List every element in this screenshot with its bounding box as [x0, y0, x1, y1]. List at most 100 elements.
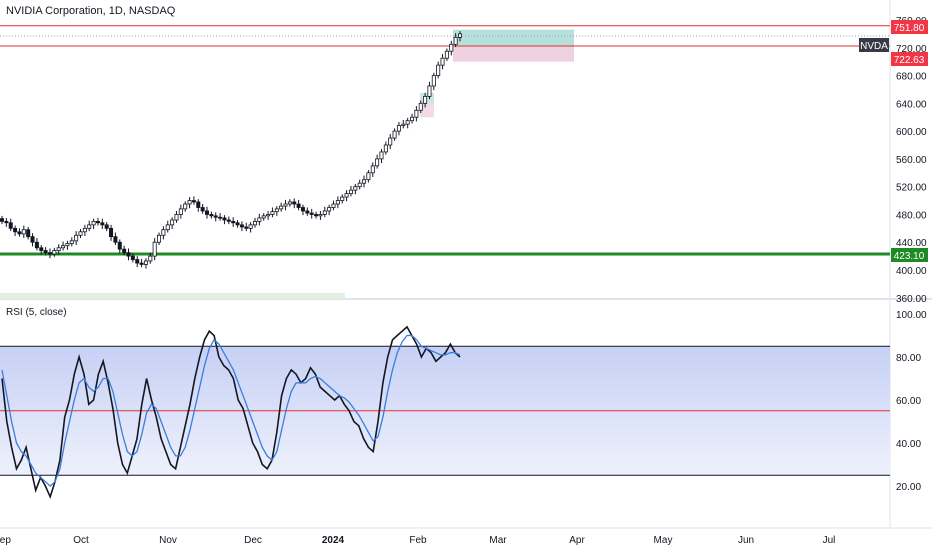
- candle-body-45: [196, 201, 201, 208]
- time-tick-label-3: Dec: [244, 535, 262, 546]
- candle-body-49: [213, 215, 218, 218]
- candle-body-24: [104, 224, 109, 229]
- candle-body-48: [209, 214, 214, 217]
- price-tick-label-1: 720.00: [896, 44, 927, 55]
- price-tick-label-4: 600.00: [896, 127, 927, 138]
- candle-body-68: [296, 203, 301, 208]
- candle-body-58: [252, 220, 257, 226]
- time-tick-label-4: 2024: [322, 535, 345, 546]
- candle-body-98: [427, 85, 432, 97]
- candle-body-16: [69, 240, 74, 245]
- time-tick-label-8: May: [654, 535, 673, 546]
- candle-body-8: [34, 241, 39, 249]
- support-badge: 423.10: [891, 248, 928, 262]
- candle-body-95: [414, 109, 419, 118]
- range-selector-strip[interactable]: [0, 293, 345, 299]
- candle-body-4: [17, 231, 22, 235]
- candle-body-97: [423, 95, 428, 104]
- candle-body-83: [362, 179, 367, 184]
- candle-body-90: [392, 130, 397, 139]
- candle-body-35: [152, 241, 157, 257]
- candle-body-55: [239, 224, 244, 228]
- candle-body-62: [270, 211, 275, 215]
- candle-body-82: [357, 182, 362, 188]
- candle-body-21: [91, 220, 96, 226]
- rsi-tick-label-2: 60.00: [896, 396, 921, 407]
- candle-body-43: [187, 200, 192, 205]
- rsi-tick-label-3: 40.00: [896, 439, 921, 450]
- price-tick-label-2: 680.00: [896, 72, 927, 83]
- time-tick-label-6: Mar: [489, 535, 507, 546]
- candle-body-5: [21, 229, 26, 235]
- rsi-tick-label-0: 100.00: [896, 310, 927, 321]
- price-tick-label-8: 440.00: [896, 238, 927, 249]
- price-tick-label-5: 560.00: [896, 155, 927, 166]
- ticker-badge: NVDA: [859, 38, 889, 52]
- candle-body-12: [52, 250, 57, 255]
- candle-body-102: [444, 50, 449, 59]
- candle-body-7: [30, 236, 35, 243]
- candle-body-3: [13, 227, 18, 233]
- rsi-tick-label-1: 80.00: [896, 353, 921, 364]
- candle-body-105: [457, 33, 462, 38]
- candle-body-70: [305, 210, 310, 214]
- candle-body-41: [178, 208, 183, 215]
- candle-body-53: [231, 220, 236, 224]
- candle-body-54: [235, 222, 240, 226]
- price-tick-label-3: 640.00: [896, 99, 927, 110]
- price-horizontal-lines[interactable]: [0, 25, 890, 256]
- candle-body-22: [95, 220, 100, 224]
- candle-body-11: [47, 252, 52, 255]
- candle-body-59: [257, 217, 262, 222]
- candle-body-34: [148, 255, 153, 262]
- candle-body-9: [39, 247, 44, 251]
- time-tick-label-0: Sep: [0, 535, 11, 546]
- candle-body-69: [300, 207, 305, 212]
- candle-body-101: [440, 57, 445, 66]
- candle-body-13: [56, 247, 61, 251]
- candle-body-76: [331, 203, 336, 208]
- candle-body-79: [344, 193, 349, 198]
- candle-body-50: [218, 216, 223, 219]
- candle-body-81: [353, 186, 358, 191]
- price-tick-label-9: 400.00: [896, 266, 927, 277]
- candle-body-6: [26, 229, 31, 238]
- candle-body-88: [383, 144, 388, 153]
- support-badge-label: 423.10: [894, 251, 925, 262]
- rsi-lines: [1, 325, 461, 500]
- price-zones: [0, 29, 574, 299]
- candle-body-20: [87, 224, 92, 229]
- price-tick-label-6: 520.00: [896, 183, 927, 194]
- candle-body-33: [143, 260, 148, 265]
- price-high-badge-label: 751.80: [894, 23, 925, 34]
- candle-body-52: [226, 219, 231, 222]
- candle-body-17: [74, 234, 79, 242]
- long-position-loss-zone: [453, 45, 574, 62]
- candle-body-60: [261, 215, 266, 219]
- candle-body-30: [130, 255, 135, 260]
- time-tick-label-1: Oct: [73, 535, 89, 546]
- candle-body-42: [183, 203, 188, 210]
- rsi-ma-line: [1, 334, 461, 487]
- candle-body-80: [348, 189, 353, 195]
- candle-body-75: [327, 207, 332, 212]
- price-axis-background: [890, 0, 932, 528]
- candle-body-61: [266, 214, 271, 217]
- candle-body-67: [292, 201, 297, 205]
- candle-body-27: [117, 241, 122, 250]
- candle-body-25: [109, 227, 114, 238]
- candle-body-73: [318, 214, 323, 217]
- candle-body-37: [161, 229, 166, 236]
- price-tick-label-10: 360.00: [896, 294, 927, 305]
- time-tick-label-10: Jul: [823, 535, 836, 546]
- candle-body-89: [388, 137, 393, 146]
- candle-body-86: [375, 158, 380, 167]
- time-tick-label-7: Apr: [569, 535, 585, 546]
- price-low-badge: 722.63: [891, 52, 928, 66]
- candle-body-47: [205, 210, 210, 215]
- candle-body-96: [418, 102, 423, 111]
- candle-body-87: [379, 151, 384, 160]
- candle-body-44: [191, 200, 196, 203]
- long-position-profit-zone: [453, 29, 574, 46]
